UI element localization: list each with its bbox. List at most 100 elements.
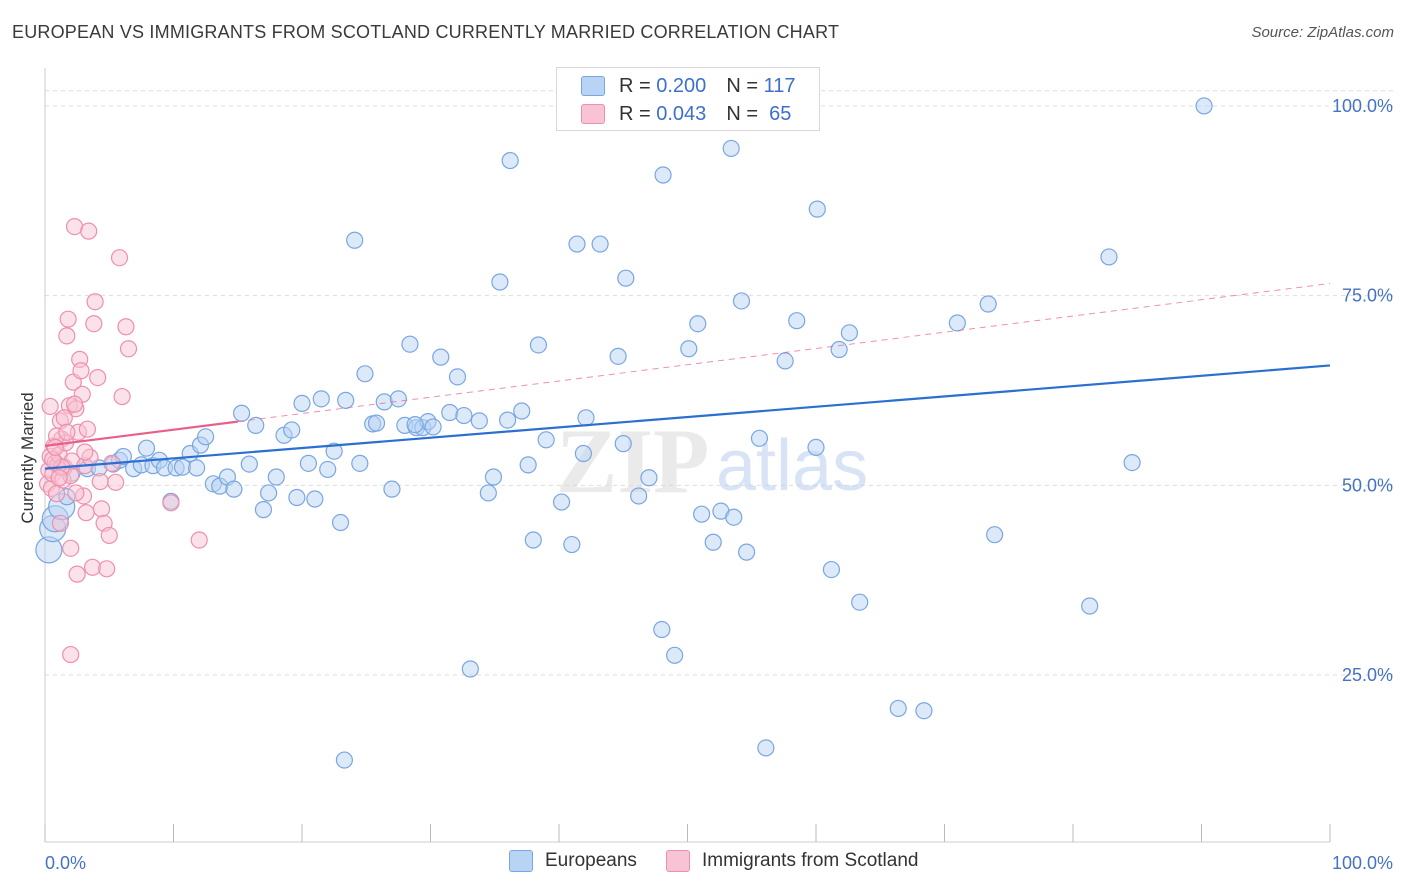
data-point-europeans xyxy=(479,484,497,502)
data-point-europeans xyxy=(188,459,206,477)
legend-item-immigrants-from-scotland[interactable]: Immigrants from Scotland xyxy=(666,850,918,872)
source-credit: Source: ZipAtlas.com xyxy=(1251,24,1394,41)
data-point-scotland xyxy=(190,531,208,549)
data-point-europeans xyxy=(725,508,743,526)
x-tick-label-min: 0.0% xyxy=(45,853,86,873)
data-point-europeans xyxy=(225,480,243,498)
data-point-europeans xyxy=(519,456,537,474)
data-point-europeans xyxy=(830,340,848,359)
legend-r-value: 0.043 xyxy=(656,102,707,125)
data-point-europeans xyxy=(591,235,609,253)
data-point-europeans xyxy=(254,501,273,519)
chart-title: EUROPEAN VS IMMIGRANTS FROM SCOTLAND CUR… xyxy=(12,22,840,42)
watermark-atlas: atlas xyxy=(716,426,868,506)
data-point-europeans xyxy=(537,431,555,449)
data-point-scotland xyxy=(41,397,59,416)
correlation-legend: R = 0.200 N = 117 R = 0.043 N = 65 xyxy=(556,67,820,131)
data-point-europeans xyxy=(137,439,156,457)
data-point-scotland xyxy=(113,387,131,406)
data-point-scotland xyxy=(67,484,85,502)
data-point-europeans xyxy=(524,531,542,549)
data-point-europeans xyxy=(732,292,751,310)
data-point-europeans xyxy=(424,418,442,436)
data-point-europeans xyxy=(722,139,740,158)
data-point-europeans xyxy=(640,469,658,487)
data-point-scotland xyxy=(77,504,95,522)
data-point-europeans xyxy=(367,414,386,432)
x-tick-label-max: 100.0% xyxy=(1332,853,1393,873)
data-point-scotland xyxy=(46,438,64,457)
legend-r-label: R = xyxy=(619,74,651,97)
data-point-europeans xyxy=(851,593,869,611)
data-point-europeans xyxy=(346,231,364,249)
data-point-scotland xyxy=(100,526,118,545)
y-axis-label: Currently Married xyxy=(18,392,37,523)
data-point-scotland xyxy=(85,315,103,333)
trend-line-scotland-extension xyxy=(237,283,1331,423)
data-point-europeans xyxy=(499,411,517,429)
data-point-europeans xyxy=(312,390,330,408)
y-tick-label: 25.0% xyxy=(1342,665,1393,685)
data-point-europeans xyxy=(337,391,355,409)
series-immigrants-from-scotland xyxy=(38,217,208,664)
data-point-europeans xyxy=(240,455,258,473)
data-point-europeans xyxy=(233,404,251,422)
legend-label-europeans: Europeans xyxy=(545,850,637,871)
data-point-europeans xyxy=(1081,597,1099,615)
data-point-scotland xyxy=(59,310,77,328)
data-point-europeans xyxy=(375,393,393,411)
legend-n-value: 117 xyxy=(763,74,796,97)
data-point-scotland xyxy=(110,249,129,267)
data-point-europeans xyxy=(915,702,933,720)
data-point-scotland xyxy=(162,494,180,512)
data-point-scotland xyxy=(92,500,111,518)
legend-swatch-pink xyxy=(581,104,605,124)
data-point-europeans xyxy=(513,402,531,420)
data-point-scotland xyxy=(80,222,98,240)
data-point-europeans xyxy=(470,412,488,430)
data-point-europeans xyxy=(654,166,672,184)
data-point-europeans xyxy=(441,403,459,422)
data-point-europeans xyxy=(1123,453,1141,472)
data-point-europeans xyxy=(293,394,311,412)
data-point-europeans xyxy=(689,315,707,333)
data-point-europeans xyxy=(247,416,265,435)
data-point-europeans xyxy=(552,493,571,511)
data-point-europeans xyxy=(389,390,407,408)
data-point-scotland xyxy=(51,514,70,532)
data-point-europeans xyxy=(325,442,343,460)
data-point-europeans xyxy=(461,660,479,678)
data-point-europeans xyxy=(757,739,775,757)
series-legend: Europeans Immigrants from Scotland xyxy=(0,850,1406,878)
data-point-europeans xyxy=(948,314,966,332)
legend-item-europeans[interactable]: Europeans xyxy=(509,850,637,872)
data-point-europeans xyxy=(406,416,424,434)
data-point-europeans xyxy=(889,699,907,718)
data-point-europeans xyxy=(401,335,419,353)
data-point-europeans xyxy=(351,454,369,472)
data-point-europeans xyxy=(979,295,997,313)
data-point-europeans xyxy=(299,454,318,472)
axes xyxy=(44,68,1331,843)
data-point-europeans xyxy=(491,273,509,291)
data-point-scotland xyxy=(68,565,86,583)
data-point-scotland xyxy=(58,327,76,345)
y-tick-label: 75.0% xyxy=(1342,286,1393,306)
data-point-scotland xyxy=(50,469,68,487)
data-point-scotland xyxy=(55,409,73,427)
data-point-scotland xyxy=(91,472,109,491)
data-point-scotland xyxy=(72,362,90,380)
data-point-europeans xyxy=(568,235,586,253)
legend-swatch-europeans xyxy=(509,850,533,872)
data-point-europeans xyxy=(455,406,473,425)
y-tick-label: 100.0% xyxy=(1332,96,1393,116)
data-point-europeans xyxy=(807,438,825,457)
data-point-europeans xyxy=(306,490,324,508)
data-point-europeans xyxy=(808,200,826,218)
data-point-europeans xyxy=(319,460,337,479)
data-point-europeans xyxy=(1195,97,1213,115)
trend-line-scotland xyxy=(44,420,238,447)
data-point-scotland xyxy=(83,558,102,576)
data-point-europeans xyxy=(356,365,374,383)
data-point-europeans xyxy=(259,484,278,502)
